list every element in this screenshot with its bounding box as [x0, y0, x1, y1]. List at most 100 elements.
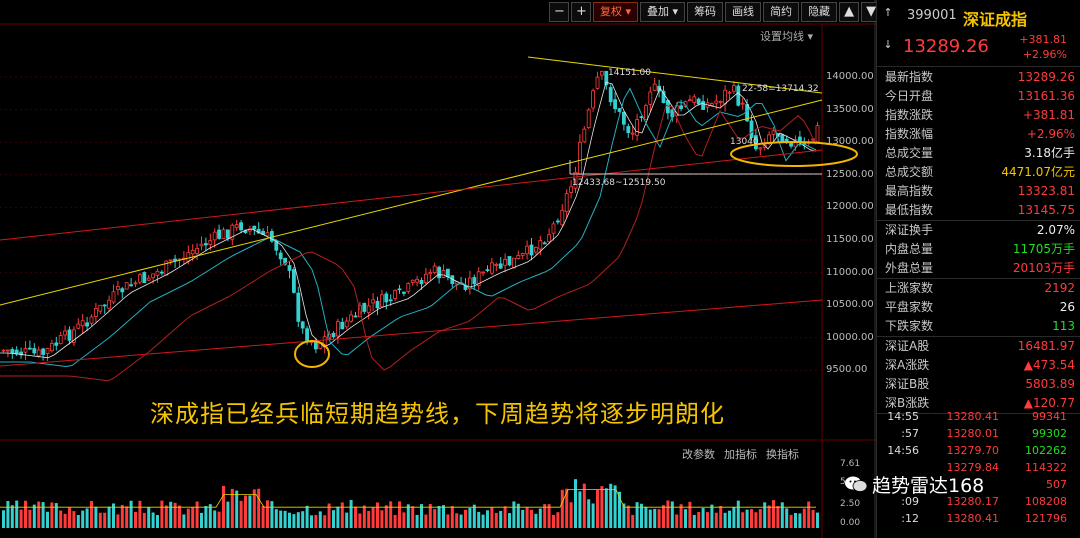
candle-body	[401, 291, 406, 294]
tick-row: 14:55 13280.41 99341	[877, 408, 1080, 425]
stat-label: 深A涨跌	[885, 358, 930, 372]
stat-row: 内盘总量 11705万手	[885, 240, 1075, 259]
candle-body	[780, 134, 785, 143]
stat-row: 深证A股 16481.97	[885, 337, 1075, 356]
volume-bar	[424, 514, 428, 528]
volume-bar	[120, 504, 124, 528]
candle-body	[520, 253, 525, 256]
divider	[877, 336, 1080, 337]
volume-bar	[556, 512, 560, 528]
ma-settings-button[interactable]: 设置均线 ▾	[760, 30, 814, 43]
candle-body	[195, 247, 200, 254]
stat-row: 外盘总量 20103万手	[885, 259, 1075, 278]
volume-bar	[657, 509, 661, 528]
volume-bar	[728, 510, 731, 528]
volume-bar	[499, 510, 503, 528]
hide-button[interactable]: 隐藏	[801, 2, 838, 22]
volume-bar	[257, 488, 261, 528]
volume-bar	[684, 509, 687, 528]
candle-body	[635, 119, 639, 136]
candle-body	[36, 349, 41, 357]
volume-bar	[789, 514, 793, 528]
stat-label: 总成交额	[885, 165, 934, 179]
fuquan-dropdown[interactable]: 复权 ▾	[593, 2, 639, 22]
stat-label: 内盘总量	[885, 242, 934, 256]
candle-body	[547, 234, 551, 243]
price-tick-label: 13000.00	[826, 136, 874, 148]
candle-body	[771, 130, 776, 135]
candle-body	[278, 252, 283, 260]
arrow-down-icon[interactable]: ↓	[883, 38, 893, 51]
volume-bar	[349, 500, 353, 528]
zoom-in-button[interactable]: +	[571, 2, 591, 22]
volume-bar	[160, 500, 164, 528]
volume-bar	[151, 512, 155, 528]
volume-bar	[626, 505, 630, 528]
tick-volume: 99341	[1032, 410, 1067, 423]
volume-bar	[32, 504, 36, 528]
candle-body	[313, 341, 318, 350]
volume-bar	[362, 505, 366, 528]
volume-bar	[714, 512, 718, 528]
scroll-up-button[interactable]: ▲	[839, 2, 860, 22]
candle-body	[6, 349, 10, 352]
volume-bar	[28, 509, 32, 528]
candle-body	[432, 265, 437, 273]
volume-bar	[94, 506, 98, 528]
candle-body	[72, 329, 76, 343]
volume-bar	[560, 489, 564, 528]
tick-volume: 507	[1046, 478, 1067, 491]
tick-volume: 121796	[1025, 512, 1067, 525]
candle-body	[10, 349, 15, 354]
volume-bar	[477, 511, 481, 528]
candle-body	[239, 222, 244, 231]
chart-toolbar: − + 复权 ▾ 叠加 ▾ 筹码 画线 简约 隐藏 ▲ ▼	[549, 2, 883, 22]
volume-bar	[802, 508, 806, 528]
volume-bar	[336, 506, 340, 528]
stat-label: 平盘家数	[885, 300, 934, 314]
candle-body	[441, 270, 446, 278]
volume-bar	[538, 508, 542, 528]
volume-bar	[640, 503, 643, 528]
draw-line-button[interactable]: 画线	[725, 2, 762, 22]
volume-bar	[587, 499, 591, 528]
candle-body	[217, 229, 222, 239]
tick-volume: 108208	[1025, 495, 1067, 508]
volume-bar	[191, 507, 195, 528]
index-change-pct: +2.96%	[1022, 48, 1067, 61]
chips-button[interactable]: 筹码	[687, 2, 724, 22]
volume-bar	[763, 502, 767, 528]
overlay-dropdown[interactable]: 叠加 ▾	[640, 2, 686, 22]
candle-body	[423, 273, 428, 283]
stat-value: +2.96%	[1026, 127, 1075, 141]
volume-bar	[103, 512, 107, 528]
volume-bar	[468, 507, 472, 528]
kline-chart[interactable]	[0, 0, 876, 538]
volume-bar	[59, 510, 63, 528]
candle-body	[199, 243, 204, 247]
candle-body	[723, 89, 727, 105]
switch-indicator-button[interactable]: 换指标	[766, 448, 799, 461]
volume-bar	[6, 501, 10, 528]
price-tick-label: 13500.00	[826, 103, 874, 115]
volume-bar	[178, 505, 181, 528]
volume-bar	[340, 502, 344, 528]
simple-mode-button[interactable]: 简约	[763, 2, 800, 22]
zoom-out-button[interactable]: −	[549, 2, 569, 22]
volume-bar	[46, 511, 49, 528]
arrow-up-icon[interactable]: ↑	[883, 6, 893, 19]
volume-bar	[600, 486, 604, 528]
volume-bar	[173, 502, 177, 528]
tick-row: 14:56 13279.70 102262	[877, 442, 1080, 459]
candle-body	[758, 147, 763, 150]
volume-bar	[459, 514, 463, 528]
change-params-button[interactable]: 改参数	[682, 448, 715, 461]
candle-body	[613, 99, 617, 110]
tick-row: :09 13280.17 108208	[877, 493, 1080, 510]
candle-body	[534, 247, 538, 253]
add-indicator-button[interactable]: 加指标	[724, 448, 757, 461]
volume-bar	[226, 501, 230, 528]
volume-bar	[129, 500, 133, 528]
stat-label: 今日开盘	[885, 89, 934, 103]
kline-chart-area[interactable]: − + 复权 ▾ 叠加 ▾ 筹码 画线 简约 隐藏 ▲ ▼ 设置均线 ▾ 140…	[0, 0, 882, 538]
